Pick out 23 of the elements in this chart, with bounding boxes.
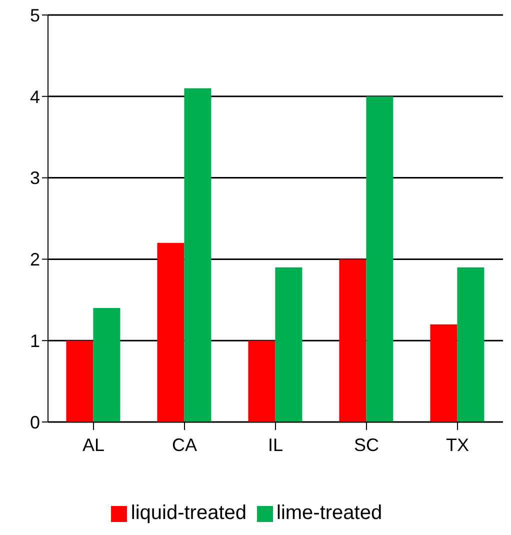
x-tick-label: TX <box>446 434 470 455</box>
bar <box>457 267 484 422</box>
x-tick-label: AL <box>82 434 105 455</box>
y-tick-label: 5 <box>30 5 40 26</box>
bar <box>157 242 184 422</box>
y-tick-label: 4 <box>30 86 40 107</box>
x-tick-label: SC <box>354 434 380 455</box>
legend-label: lime-treated <box>276 502 382 524</box>
bar <box>184 88 212 422</box>
bar <box>430 324 458 422</box>
y-tick-label: 2 <box>30 250 40 270</box>
y-tick-label: 1 <box>30 330 40 351</box>
bar <box>275 267 302 422</box>
bar <box>93 308 120 422</box>
bar <box>248 340 276 422</box>
x-tick-label: IL <box>268 434 284 455</box>
x-tick-label: CA <box>172 434 198 455</box>
bar <box>366 96 394 422</box>
bar <box>339 259 366 422</box>
y-tick-label: 3 <box>30 168 40 188</box>
legend-label: liquid-treated <box>130 502 246 524</box>
bar <box>66 340 94 422</box>
y-tick-label: 0 <box>30 412 40 432</box>
